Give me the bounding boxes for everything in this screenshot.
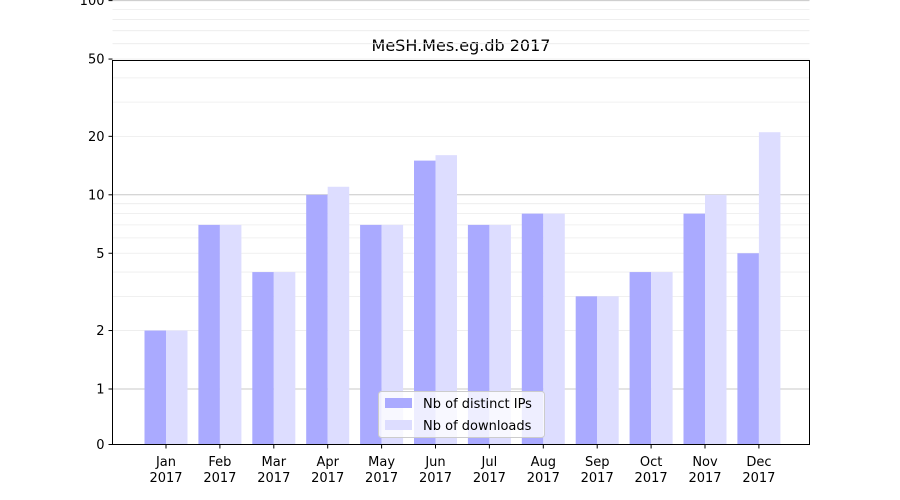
x-tick-label: Dec 2017 [742, 455, 775, 486]
y-tick-label: 100 [80, 0, 105, 9]
y-tick-label: 1 [96, 383, 104, 398]
bar-ips [198, 224, 220, 445]
bar-downloads [543, 213, 565, 445]
bar-downloads [273, 272, 296, 445]
bar-downloads [327, 186, 350, 445]
y-tick-label: 20 [88, 130, 105, 145]
bar-downloads [758, 132, 781, 445]
plot-frame [112, 60, 810, 445]
x-tick-label: Nov 2017 [688, 455, 721, 486]
bar-ips [467, 224, 490, 445]
x-tick-label: May 2017 [365, 455, 398, 486]
legend-label-ips: Nb of distinct IPs [423, 397, 532, 412]
bars [144, 132, 781, 445]
x-tick-label: Jan 2017 [149, 455, 182, 486]
bar-downloads [651, 272, 673, 445]
legend-label-downloads: Nb of downloads [423, 419, 532, 434]
bar-downloads [381, 224, 404, 445]
x-tick-label: Jun 2017 [419, 455, 452, 486]
legend-swatch-downloads [385, 420, 412, 430]
x-tick-label: Jul 2017 [473, 455, 506, 486]
bar-ips [521, 213, 544, 445]
bar-downloads [705, 194, 727, 445]
x-tick-label: Mar 2017 [257, 455, 290, 486]
bar-ips [737, 253, 759, 445]
bar-ips [306, 194, 328, 445]
x-tick-label: Feb 2017 [203, 455, 236, 486]
bar-ips [144, 330, 166, 445]
bar-ips [629, 272, 652, 445]
x-tick-label: Oct 2017 [635, 455, 668, 486]
bar-downloads [597, 296, 619, 445]
bar-ips [683, 213, 705, 445]
x-tick-label: Aug 2017 [527, 455, 560, 486]
y-tick-label: 50 [88, 53, 105, 68]
bar-ips [360, 224, 382, 445]
bar-downloads [435, 155, 457, 445]
bar-downloads [219, 224, 242, 445]
legend: Nb of distinct IPs Nb of downloads [378, 391, 545, 438]
legend-frame [378, 391, 545, 438]
bar-downloads [489, 224, 511, 445]
bar-ips [414, 160, 436, 445]
chart-title: MeSH.Mes.eg.db 2017 [372, 36, 551, 55]
legend-swatch-ips [385, 398, 412, 408]
bar-ips [252, 272, 274, 445]
y-axis-ticks: 0 1 2 5 10 20 50 100 [80, 0, 113, 453]
x-tick-label: Apr 2017 [311, 455, 344, 486]
bar-ips [575, 296, 598, 445]
y-tick-label: 0 [96, 438, 104, 453]
y-tick-label: 10 [88, 188, 105, 203]
y-tick-label: 2 [96, 324, 104, 339]
y-tick-label: 5 [96, 247, 104, 262]
bar-downloads [166, 330, 188, 445]
x-axis-ticks: Jan 2017 Feb 2017 Mar 2017 Apr 2017 May 2017 Jun 20… [149, 444, 775, 486]
x-tick-label: Sep 2017 [581, 455, 614, 486]
